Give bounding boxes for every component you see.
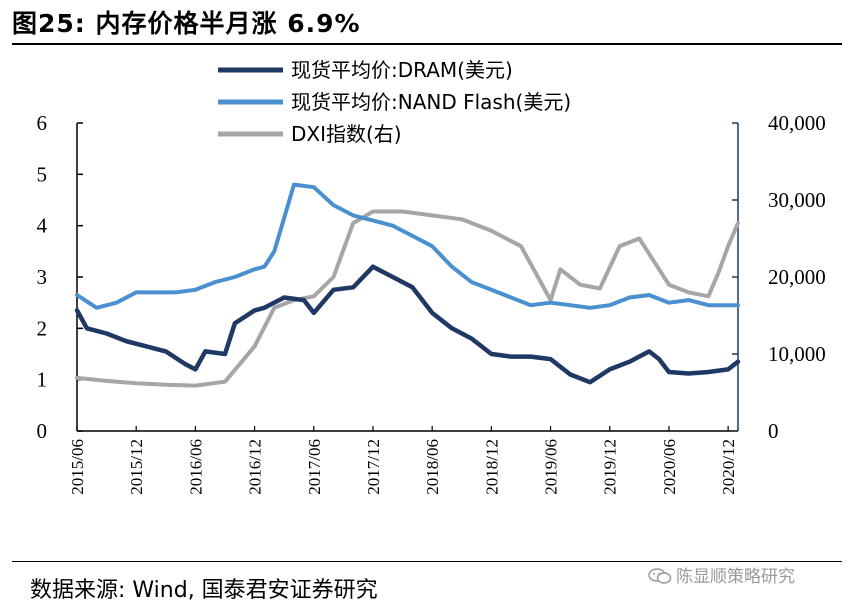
- y-left-tick-label: 3: [37, 265, 48, 289]
- source-separator: [12, 561, 842, 562]
- watermark: 陈显顺策略研究: [648, 562, 795, 587]
- x-tick-label: 2015/06: [68, 439, 87, 495]
- legend-item-dram: 现货平均价:DRAM(美元): [218, 58, 513, 82]
- x-tick-label: 2017/06: [305, 439, 324, 495]
- figure-title: 图25: 内存价格半月涨 6.9%: [12, 9, 361, 38]
- x-tick-label: 2017/12: [364, 439, 383, 495]
- y-right-tick-label: 30,000: [768, 188, 826, 212]
- x-tick-label: 2018/12: [482, 439, 501, 495]
- x-tick-label: 2020/12: [719, 439, 738, 495]
- x-tick-label: 2019/12: [601, 439, 620, 495]
- y-right-tick-label: 0: [768, 419, 779, 443]
- wechat-icon: [648, 568, 672, 584]
- x-tick-label: 2015/12: [127, 439, 146, 495]
- y-left-tick-label: 5: [37, 162, 48, 186]
- source-note: 数据来源: Wind, 国泰君安证券研究: [30, 578, 378, 603]
- y-right-tick-label: 40,000: [768, 111, 826, 135]
- y-right-tick-label: 10,000: [768, 342, 826, 366]
- y-left-tick-label: 1: [37, 368, 48, 392]
- chart-axes: 0 1 2 3 4 5 6 0 10,000 20,000 30,000 40,000 2015/06 2…: [37, 111, 826, 495]
- legend-label: 现货平均价:DRAM(美元): [291, 58, 513, 82]
- x-tick-label: 2019/06: [542, 439, 561, 495]
- series-line-dram: [74, 264, 741, 385]
- y-left-tick-label: 4: [37, 214, 48, 238]
- series-line-nand: [75, 182, 740, 310]
- series-line-dxi: [75, 209, 740, 388]
- chart-lines: [74, 182, 741, 388]
- x-tick-label: 2016/06: [186, 439, 205, 495]
- legend-label: DXI指数(右): [291, 122, 402, 146]
- y-left-tick-label: 2: [37, 316, 48, 340]
- chart-legend: 现货平均价:DRAM(美元) 现货平均价:NAND Flash(美元) DXI指数(…: [218, 58, 571, 146]
- legend-item-dxi: DXI指数(右): [218, 122, 402, 146]
- x-tick-label: 2020/06: [660, 439, 679, 495]
- legend-item-nand: 现货平均价:NAND Flash(美元): [218, 90, 571, 114]
- y-right-tick-label: 20,000: [768, 265, 826, 289]
- legend-label: 现货平均价:NAND Flash(美元): [291, 90, 571, 114]
- watermark-text: 陈显顺策略研究: [676, 567, 795, 587]
- title-underline: [12, 43, 842, 45]
- x-tick-label: 2018/06: [423, 439, 442, 495]
- x-tick-label: 2016/12: [246, 439, 265, 495]
- y-left-tick-label: 6: [37, 111, 48, 135]
- y-left-tick-label: 0: [37, 419, 48, 443]
